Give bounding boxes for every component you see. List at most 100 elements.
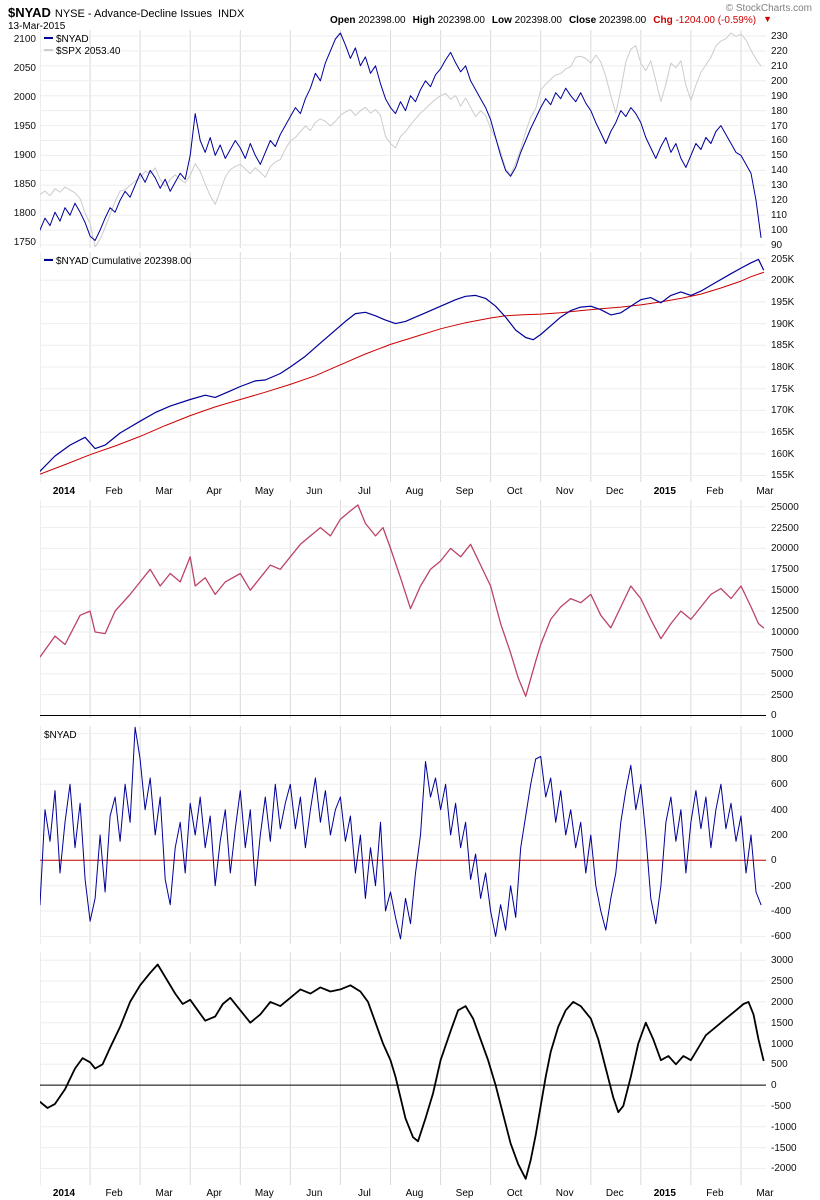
axis-tick-label: 205K <box>771 253 795 265</box>
axis-tick-label: 17500 <box>771 564 799 576</box>
quote-line: Open 202398.00 High 202398.00 Low 202398.0… <box>330 14 772 26</box>
axis-tick-label: 15000 <box>771 585 799 597</box>
cumulative-panel <box>40 252 766 482</box>
month-label: Dec <box>605 486 624 497</box>
axis-tick-label: 2500 <box>771 689 794 701</box>
axis-tick-label: 90 <box>771 240 783 251</box>
indicator-panel-plot <box>40 500 766 718</box>
quote-value: 202398.00 <box>358 15 406 26</box>
series-nyad-indicator <box>40 504 765 697</box>
series-NYAD <box>40 32 762 241</box>
daily-ad-panel <box>40 726 766 944</box>
axis-tick-label: 140 <box>771 165 788 177</box>
axis-tick-label: 1000 <box>771 1038 794 1050</box>
axis-tick-label: 1950 <box>13 120 36 132</box>
axis-tick-label: 2100 <box>13 33 36 45</box>
axis-tick-label: 210 <box>771 60 788 72</box>
copyright[interactable]: © StockCharts.com <box>725 3 812 14</box>
month-label: Apr <box>206 1188 222 1199</box>
month-label: Sep <box>455 1188 474 1199</box>
legend-p1-1: $SPX 2053.40 <box>44 46 121 58</box>
quote-label: Close <box>568 15 599 26</box>
month-label: Sep <box>455 486 474 497</box>
series-nyad-daily <box>40 726 762 940</box>
legend-label: $SPX 2053.40 <box>56 46 121 57</box>
axis-tick-label: 22500 <box>771 522 799 534</box>
axis-tick-label: 170 <box>771 120 788 132</box>
axis-tick-label: 2050 <box>13 62 36 74</box>
axis-tick-label: 180K <box>771 362 795 373</box>
month-label: Apr <box>206 486 222 497</box>
month-label: Aug <box>405 486 424 497</box>
axis-tick-label: 500 <box>771 1059 788 1071</box>
legend-label: $NYAD <box>56 34 89 45</box>
month-label: 2015 <box>653 486 676 497</box>
axis-tick-label: 2000 <box>13 91 36 103</box>
month-label: Dec <box>605 1188 624 1199</box>
axis-tick-label: 100 <box>771 225 788 237</box>
month-label: Mar <box>155 1188 173 1199</box>
axis-tick-label: 165K <box>771 427 795 439</box>
axis-tick-label: -1000 <box>771 1121 797 1133</box>
legend-p1-0: $NYAD <box>44 34 89 46</box>
axis-tick-label: 160 <box>771 135 788 147</box>
axis-tick-label: 20000 <box>771 543 799 555</box>
axis-tick-label: 1800 <box>13 208 36 220</box>
month-label: Nov <box>555 1188 574 1199</box>
x-axis-labels-bottom: 2014 Feb Mar Apr May Jun Jul Aug Sep Oct Nov Dec 201… <box>40 1188 800 1200</box>
month-label: May <box>254 1188 274 1199</box>
legend-dash-icon <box>44 49 53 51</box>
axis-tick-label: 220 <box>771 45 788 57</box>
axis-tick-label: 200K <box>771 275 795 287</box>
axis-tick-label: -500 <box>771 1100 792 1112</box>
month-label: 2015 <box>653 1188 676 1199</box>
summation-panel <box>40 952 766 1185</box>
daily-ad-panel-plot <box>40 726 766 944</box>
axis-tick-label: 200 <box>771 830 788 841</box>
month-label: Jul <box>358 1188 371 1199</box>
quote-value: 202398.00 <box>437 15 485 26</box>
month-label: Mar <box>756 1188 774 1199</box>
axis-tick-label: -600 <box>771 931 792 943</box>
axis-tick-label: 180 <box>771 105 788 117</box>
series-SPX <box>40 32 762 248</box>
axis-tick-label: 10000 <box>771 626 799 638</box>
axis-tick-label: 200 <box>771 75 788 87</box>
axis-tick-label: 25000 <box>771 501 799 513</box>
axis-tick-label: 0 <box>771 710 777 722</box>
month-label: Mar <box>155 486 173 497</box>
month-label: Mar <box>756 486 774 497</box>
month-label: Nov <box>555 486 574 497</box>
axis-tick-label: 230 <box>771 30 788 42</box>
axis-tick-label: 1750 <box>13 237 36 249</box>
axis-tick-label: 0 <box>771 1080 777 1092</box>
axis-tick-label: -400 <box>771 906 792 918</box>
chg-label: Chg <box>653 15 676 26</box>
axis-tick-label: 1000 <box>771 728 794 740</box>
quote-label: High <box>412 15 438 26</box>
axis-tick-label: 1850 <box>13 179 36 191</box>
axis-tick-label: 12500 <box>771 606 799 618</box>
chart-date: 13-Mar-2015 <box>8 21 66 32</box>
series-cumulative-ma <box>40 271 764 475</box>
axis-tick-label: 120 <box>771 195 788 207</box>
month-label: Jun <box>306 486 323 497</box>
axis-tick-label: 190 <box>771 90 788 102</box>
month-label: Feb <box>706 1188 724 1199</box>
month-label: Oct <box>506 486 523 497</box>
chart-title: NYSE - Advance-Decline Issues <box>54 8 213 20</box>
axis-tick-label: -2000 <box>771 1163 797 1175</box>
axis-tick-label: 185K <box>771 340 795 352</box>
axis-tick-label: 0 <box>771 855 777 867</box>
cumulative-panel-plot <box>40 252 766 482</box>
month-label: Feb <box>105 1188 123 1199</box>
axis-tick-label: 110 <box>771 210 787 222</box>
series-nyad-smoothed <box>40 963 765 1180</box>
month-label: May <box>254 486 274 497</box>
axis-tick-label: 130 <box>771 180 788 192</box>
month-label: 2014 <box>52 486 76 497</box>
axis-tick-label: 1900 <box>13 149 36 161</box>
axis-tick-label: 800 <box>771 753 788 765</box>
axis-tick-label: 7500 <box>771 647 794 659</box>
